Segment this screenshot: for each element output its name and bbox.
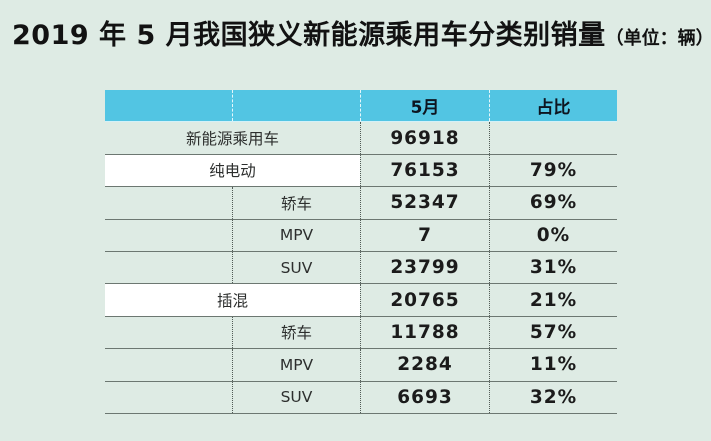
row-label: SUV <box>232 381 360 413</box>
row-share: 32% <box>489 381 617 413</box>
row-spacer <box>105 349 232 380</box>
row-label: 插混 <box>105 284 360 316</box>
page-title-unit: （单位：辆） <box>605 28 711 49</box>
header-cell-blank-2 <box>232 90 360 122</box>
page-title-main: 2019 年 5 月我国狭义新能源乘用车分类别销量 <box>12 20 606 51</box>
table-row: SUV 23799 31% <box>105 251 617 285</box>
table-row-total: 新能源乘用车 96918 <box>105 122 617 155</box>
row-label: 新能源乘用车 <box>185 130 279 149</box>
header-cell-blank-1 <box>105 90 232 121</box>
table-row: 轿车 52347 69% <box>105 187 617 220</box>
row-share: 79% <box>489 154 617 187</box>
table-row: MPV 7 0% <box>105 219 617 252</box>
row-value: 52347 <box>360 187 489 219</box>
table-row: 轿车 11788 57% <box>105 316 617 350</box>
row-label: MPV <box>232 349 360 381</box>
row-label: MPV <box>232 219 360 251</box>
row-spacer <box>105 187 232 218</box>
row-value: 11788 <box>360 316 489 349</box>
row-share: 11% <box>489 349 617 381</box>
row-spacer <box>105 252 232 283</box>
row-label: 轿车 <box>232 187 360 219</box>
table-row-section: 插混 20765 21% <box>105 284 617 317</box>
page-title: 2019 年 5 月我国狭义新能源乘用车分类别销量（单位：辆） <box>12 18 711 57</box>
header-cell-month: 5月 <box>360 90 489 122</box>
header-cell-share: 占比 <box>489 90 617 122</box>
row-value: 20765 <box>360 284 489 316</box>
row-share: 21% <box>489 284 617 316</box>
row-share <box>489 122 617 154</box>
row-spacer <box>105 382 232 413</box>
row-value: 23799 <box>360 251 489 284</box>
row-value: 2284 <box>360 349 489 381</box>
row-value: 96918 <box>360 122 489 154</box>
row-label: 轿车 <box>232 316 360 349</box>
row-value: 7 <box>360 219 489 251</box>
row-share: 0% <box>489 219 617 251</box>
row-label: 纯电动 <box>105 154 360 187</box>
row-share: 57% <box>489 316 617 349</box>
row-spacer <box>105 317 232 348</box>
sales-table: 5月 占比 新能源乘用车 96918 纯电动 76153 79% 轿车 5234… <box>105 90 617 414</box>
table-row-section: 纯电动 76153 79% <box>105 154 617 188</box>
row-value: 6693 <box>360 381 489 413</box>
table-header-row: 5月 占比 <box>105 90 617 123</box>
table-row: SUV 6693 32% <box>105 381 617 414</box>
row-share: 31% <box>489 251 617 284</box>
table-row: MPV 2284 11% <box>105 349 617 382</box>
row-label: SUV <box>232 251 360 284</box>
row-spacer <box>105 220 232 251</box>
row-value: 76153 <box>360 154 489 187</box>
row-share: 69% <box>489 187 617 219</box>
